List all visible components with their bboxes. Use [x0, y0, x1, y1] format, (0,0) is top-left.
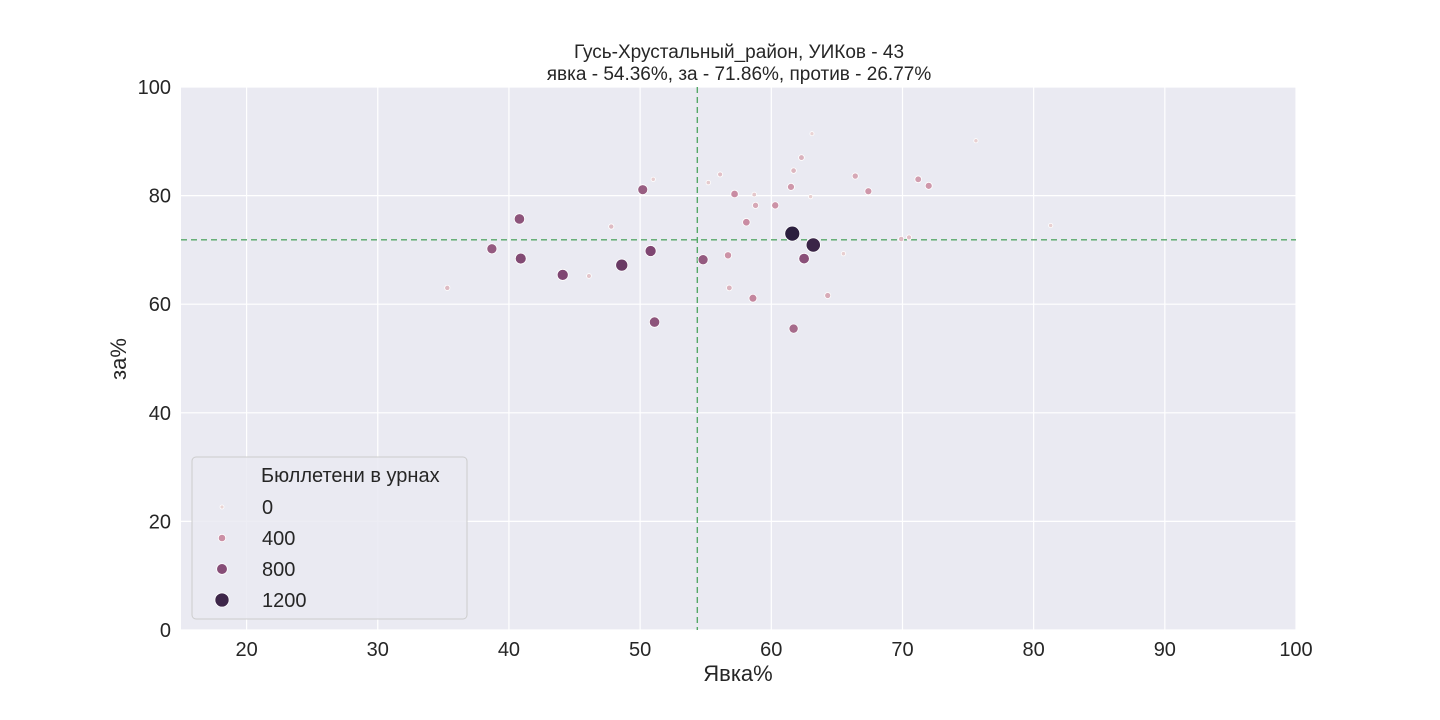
data-point — [924, 181, 933, 190]
data-point — [788, 323, 799, 334]
x-tick-label: 80 — [1023, 639, 1045, 661]
x-tick-labels: 20 30 40 50 60 70 80 90 100 — [235, 639, 1312, 661]
data-point — [752, 201, 760, 209]
legend-label: 400 — [262, 528, 295, 550]
y-tick-label: 60 — [149, 294, 171, 316]
legend-entries: 0 400 800 1200 — [214, 497, 307, 612]
data-points — [444, 131, 1054, 334]
legend-box — [191, 456, 468, 620]
data-point — [648, 316, 661, 328]
y-tick-label: 20 — [149, 511, 171, 533]
data-point — [1048, 222, 1054, 228]
chart-subtitle: явка - 54.36%, за - 71.86%, против - 26.… — [547, 64, 932, 85]
data-point — [742, 218, 751, 227]
y-tick-label: 80 — [149, 186, 171, 208]
data-point — [726, 284, 733, 292]
data-point — [864, 187, 873, 196]
data-point — [973, 138, 979, 144]
legend-marker — [214, 592, 230, 608]
data-point — [784, 225, 801, 242]
grid-lines — [181, 86, 1297, 631]
data-point — [444, 284, 451, 291]
data-point — [705, 179, 711, 186]
data-point — [808, 194, 814, 200]
data-point — [650, 176, 656, 182]
x-tick-label: 20 — [235, 639, 257, 661]
y-tick-labels: 0 20 40 60 80 100 — [138, 77, 171, 642]
data-point — [514, 252, 527, 265]
data-point — [586, 273, 592, 279]
data-point — [798, 154, 805, 161]
legend-marker — [216, 563, 228, 575]
legend-label: 1200 — [262, 590, 307, 612]
data-point — [914, 175, 922, 184]
data-point — [751, 191, 757, 198]
legend-label: 0 — [262, 497, 273, 519]
legend-marker — [217, 533, 227, 543]
y-tick-label: 100 — [138, 77, 171, 99]
data-point — [637, 184, 649, 195]
data-point — [851, 172, 859, 180]
legend-title: Бюллетени в урнах — [261, 465, 440, 487]
data-point — [906, 234, 912, 241]
data-point — [556, 268, 569, 281]
x-tick-label: 70 — [891, 639, 913, 661]
legend: Бюллетени в урнах 0 400 800 1200 — [191, 456, 468, 620]
chart-title: Гусь-Хрустальный_район, УИКов - 43 — [574, 42, 904, 63]
x-tick-label: 40 — [498, 639, 520, 661]
x-tick-label: 100 — [1279, 639, 1312, 661]
x-tick-label: 60 — [760, 639, 782, 661]
data-point — [608, 223, 615, 230]
data-point — [513, 213, 526, 225]
x-tick-label: 30 — [367, 639, 389, 661]
x-axis-label: Явка% — [703, 661, 772, 686]
data-point — [790, 167, 797, 174]
data-point — [798, 252, 810, 265]
x-tick-label: 50 — [629, 639, 651, 661]
data-point — [697, 254, 709, 266]
data-point — [787, 182, 795, 191]
data-point — [824, 292, 832, 299]
y-axis-label: за% — [106, 338, 131, 380]
reference-lines — [181, 87, 1296, 630]
data-point — [486, 243, 498, 255]
x-tick-label: 90 — [1154, 639, 1176, 661]
data-point — [723, 251, 733, 260]
data-point — [730, 189, 739, 199]
legend-label: 800 — [262, 559, 295, 581]
data-point — [771, 201, 780, 210]
data-point — [898, 235, 905, 243]
y-tick-label: 0 — [160, 620, 171, 642]
data-point — [805, 237, 821, 253]
data-point — [717, 171, 724, 178]
data-point — [840, 251, 847, 257]
data-point — [748, 293, 758, 303]
data-point — [644, 245, 657, 257]
legend-marker — [219, 504, 225, 510]
data-point — [809, 131, 815, 137]
y-tick-label: 40 — [149, 403, 171, 425]
data-point — [615, 258, 629, 272]
